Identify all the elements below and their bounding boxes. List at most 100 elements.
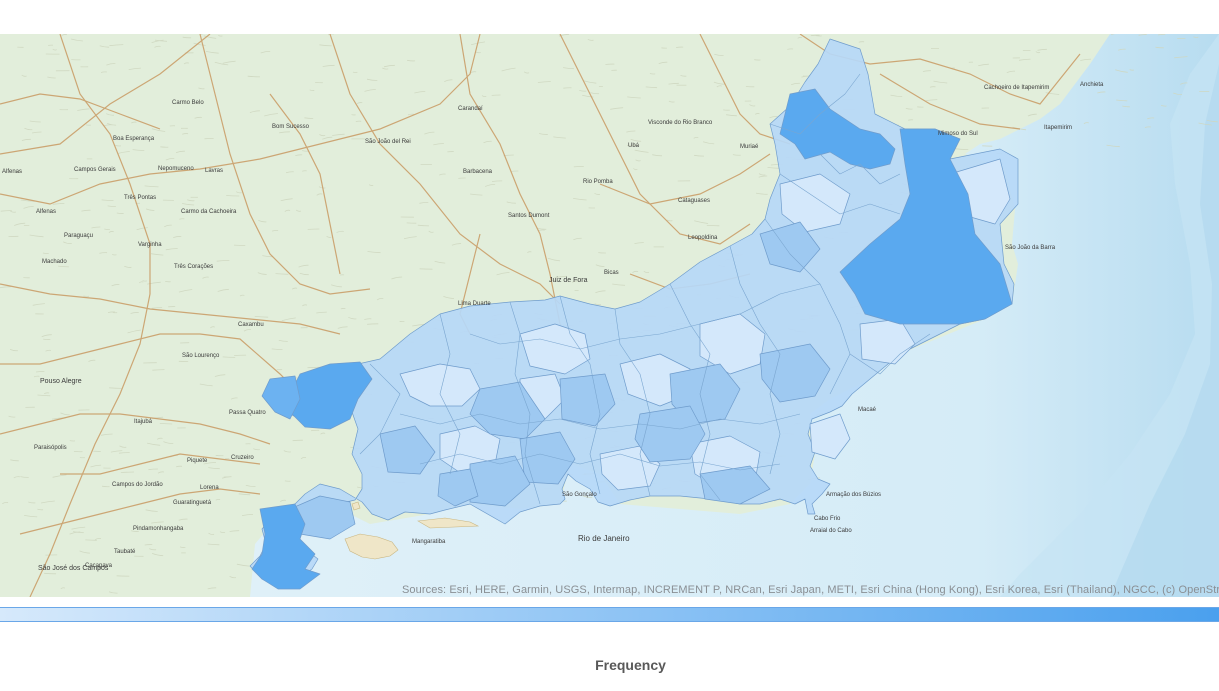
relief-stroke [391,276,403,280]
relief-stroke [758,175,768,178]
relief-stroke [101,199,114,201]
ocean-shelf [1000,34,1219,597]
relief-stroke [356,102,363,104]
relief-stroke [668,100,675,103]
relief-stroke [1155,46,1164,49]
relief-stroke [368,184,374,186]
relief-stroke [1116,99,1128,102]
map-canvas[interactable]: Carmo Belo Bom Sucesso Boa Esperança São Jo… [0,34,1219,597]
relief-stroke [216,260,230,262]
relief-stroke [37,508,44,511]
relief-stroke [382,67,389,70]
top-bar [0,0,1219,34]
relief-stroke [414,91,426,94]
relief-stroke [119,445,127,448]
relief-stroke [434,260,446,264]
relief-stroke [439,173,446,176]
relief-stroke [10,210,17,213]
relief-stroke [590,92,600,95]
relief-stroke [178,518,188,521]
region-municipality[interactable] [379,425,436,475]
relief-stroke [336,230,344,233]
relief-stroke [117,151,130,154]
relief-stroke [554,275,567,278]
place-label: Caçapava [85,563,113,569]
relief-stroke [539,133,548,135]
relief-stroke [279,499,287,502]
relief-stroke [573,237,582,241]
choropleth-layer[interactable] [249,38,1019,590]
relief-stroke [131,121,137,124]
relief-stroke [205,51,219,54]
relief-stroke [527,251,532,253]
relief-stroke [2,502,9,504]
region-municipality[interactable] [634,405,706,463]
relief-stroke [702,141,715,145]
relief-stroke [156,437,163,440]
relief-stroke [29,234,44,238]
relief-stroke [210,326,215,329]
relief-stroke [283,450,291,453]
relief-stroke [215,498,221,501]
region-municipality-high[interactable] [251,503,321,590]
place-label: Itajubá [134,419,153,425]
place-label: Pindamonhangaba [133,526,184,532]
relief-stroke [112,253,117,256]
region-municipality[interactable] [779,173,851,233]
relief-stroke [61,34,68,36]
region-municipality[interactable] [399,363,481,407]
relief-stroke [573,166,584,168]
place-label: Paraisópolis [34,445,67,451]
place-label: Armação dos Búzios [826,492,881,498]
relief-stroke [10,459,19,462]
map-view[interactable]: Carmo Belo Bom Sucesso Boa Esperança São Jo… [0,34,1219,597]
relief-stroke [200,34,204,35]
relief-stroke [309,89,315,92]
region-municipality[interactable] [519,323,591,375]
relief-stroke [767,167,780,169]
relief-stroke [403,236,417,240]
relief-stroke [295,209,302,212]
region-municipality-high[interactable] [779,88,896,170]
relief-stroke [111,284,120,287]
region-municipality[interactable] [437,468,479,507]
place-label: Juiz de Fora [549,277,588,284]
relief-stroke [536,227,547,230]
relief-stroke [922,70,931,72]
relief-stroke [407,113,414,116]
relief-stroke [675,46,684,48]
relief-stroke [491,180,503,182]
relief-stroke [41,500,55,504]
relief-stroke [666,219,673,222]
region-municipality[interactable] [759,343,831,403]
relief-stroke [264,113,278,117]
region-municipality[interactable] [759,221,821,273]
place-label: Carandaí [458,106,483,112]
relief-stroke [485,184,496,187]
region-municipality[interactable] [699,465,771,505]
place-label: Cabo Frio [814,516,841,522]
region-municipality[interactable] [809,413,851,460]
relief-stroke [47,76,56,79]
relief-stroke [115,144,121,147]
region-municipality[interactable] [559,373,616,427]
relief-stroke [496,271,510,276]
relief-stroke [150,253,164,256]
relief-stroke [203,35,217,39]
place-label: Cruzeiro [231,455,254,461]
relief-stroke [295,154,303,156]
relief-stroke [146,442,161,446]
relief-stroke [284,209,291,212]
relief-stroke [152,369,165,371]
region-municipality-high[interactable] [261,375,301,420]
region-municipality-high[interactable] [839,128,1013,325]
relief-stroke [652,154,663,157]
relief-stroke [79,550,91,554]
relief-stroke [33,375,40,378]
relief-stroke [714,53,724,56]
relief-stroke [595,290,606,294]
relief-stroke [1129,69,1135,71]
relief-stroke [120,471,135,473]
relief-stroke [149,548,157,551]
relief-stroke [90,464,102,468]
